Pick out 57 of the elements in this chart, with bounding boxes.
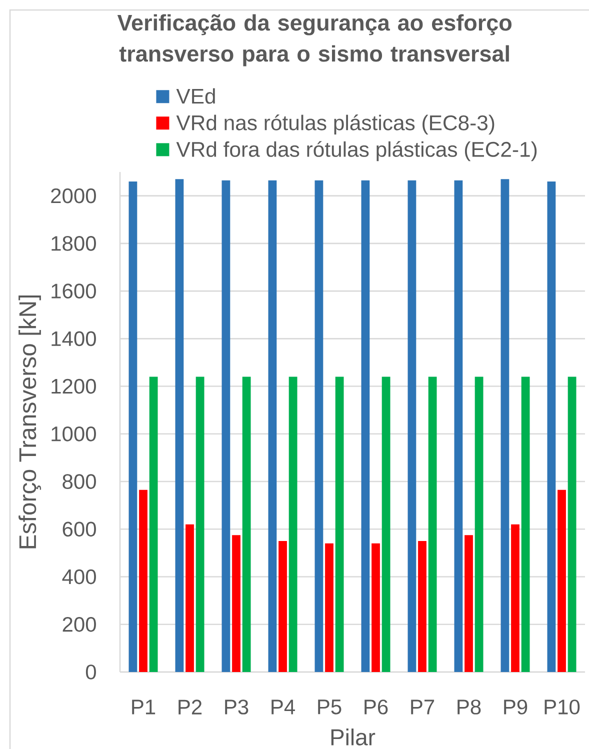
x-tick-label: P1 [132,700,156,714]
bar [454,180,463,672]
y-tick-label: 2000 [51,188,96,204]
x-tick-label: P8 [458,700,481,714]
bar [474,376,484,672]
x-tick-label: P3 [225,700,248,714]
bar [128,182,138,672]
x-tick-label: P10 [544,700,580,714]
bar [500,179,510,672]
y-tick-label: 1400 [52,331,96,346]
y-tick-label: 200 [62,616,96,632]
bar [196,376,204,672]
bar [325,543,334,672]
bar [175,179,184,672]
legend-label: VRd fora das rótulas plásticas (EC2-1) [176,141,537,162]
bar [372,543,380,672]
x-tick-label: P9 [504,700,528,714]
x-tick-label: P7 [411,700,434,714]
y-tick-label: 400 [62,569,96,584]
chart-title: Verificação da segurança ao esforço transverso para o sismo transversal [117,14,512,66]
y-tick-label: 1000 [52,426,96,442]
bar [382,376,390,672]
y-tick-label: 600 [62,522,96,537]
bar [547,182,556,672]
x-tick-label: P6 [364,700,388,714]
bar [222,180,230,672]
bar [558,490,566,672]
bar [149,376,158,672]
legend-label: VEd [176,88,215,104]
bar [568,376,576,672]
bar [428,376,437,672]
x-axis-title: Pilar [331,728,376,746]
bar [232,535,240,672]
bar [186,524,194,672]
legend-label: VRd nas rótulas plásticas (EC8-3) [176,114,494,135]
y-axis-title: Esforço Transverso [kN] [18,295,42,548]
y-tick-label: 1600 [52,284,96,298]
bar [139,490,148,672]
x-tick-label: P5 [318,700,342,714]
bar [288,376,298,672]
bar [314,180,324,672]
bar [278,541,287,672]
bar [408,180,416,672]
bar [418,541,426,672]
y-tick-label: 1800 [52,236,96,251]
y-tick-label: 1200 [52,378,96,394]
bar [268,180,277,672]
x-tick-label: P2 [178,700,202,714]
bar [464,535,473,672]
bar [242,376,251,672]
x-tick-label: P4 [272,700,295,714]
bar [511,524,520,672]
bar [335,376,344,672]
y-tick-label: 0 [86,664,96,680]
bar [361,180,370,672]
y-tick-label: 800 [62,474,96,489]
bar [521,376,530,672]
